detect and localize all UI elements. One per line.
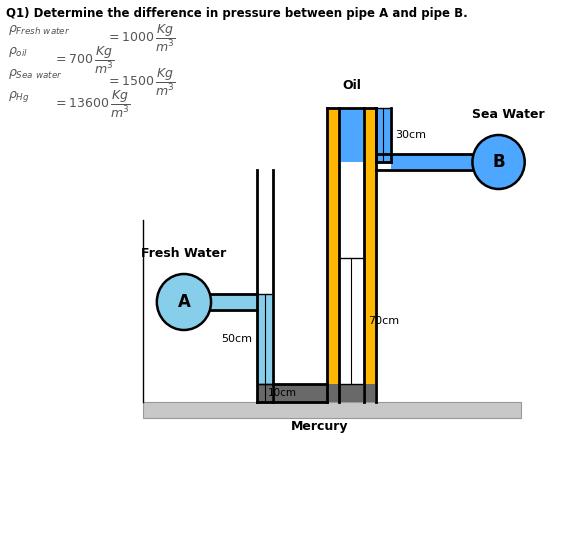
Text: $= 13600\,\dfrac{Kg}{m^3}$: $= 13600\,\dfrac{Kg}{m^3}$ bbox=[53, 89, 131, 120]
Text: 30cm: 30cm bbox=[395, 130, 426, 140]
Text: $= 1000\,\dfrac{Kg}{m^3}$: $= 1000\,\dfrac{Kg}{m^3}$ bbox=[106, 23, 176, 54]
Bar bbox=[258, 294, 272, 384]
Bar bbox=[365, 384, 375, 402]
Text: Q1) Determine the difference in pressure between pipe A and pipe B.: Q1) Determine the difference in pressure… bbox=[6, 7, 468, 20]
Text: 50cm: 50cm bbox=[221, 334, 251, 344]
Bar bbox=[364, 120, 376, 384]
Bar bbox=[273, 384, 327, 402]
Bar bbox=[258, 384, 272, 402]
Bar bbox=[391, 155, 475, 169]
Circle shape bbox=[157, 274, 211, 330]
Bar bbox=[340, 384, 363, 402]
Text: Fresh Water: Fresh Water bbox=[141, 247, 227, 260]
Text: Mercury: Mercury bbox=[291, 420, 349, 433]
Bar bbox=[327, 108, 376, 120]
Text: Sea Water: Sea Water bbox=[472, 108, 544, 121]
Text: $= 700\,\dfrac{Kg}{m^3}$: $= 700\,\dfrac{Kg}{m^3}$ bbox=[53, 45, 115, 76]
Text: $\rho_{Sea\ water}$: $\rho_{Sea\ water}$ bbox=[8, 67, 62, 81]
Bar bbox=[377, 108, 390, 162]
Text: B: B bbox=[492, 153, 505, 171]
Text: $\rho_{oil}$: $\rho_{oil}$ bbox=[8, 45, 28, 59]
Bar bbox=[340, 108, 363, 162]
Text: $\rho_{Hg}$: $\rho_{Hg}$ bbox=[8, 89, 29, 104]
Text: $\rho_{Fresh\ water}$: $\rho_{Fresh\ water}$ bbox=[8, 23, 70, 37]
Text: Oil: Oil bbox=[342, 79, 361, 92]
Bar bbox=[143, 402, 521, 418]
Text: $= 1500\,\dfrac{Kg}{m^3}$: $= 1500\,\dfrac{Kg}{m^3}$ bbox=[106, 67, 176, 98]
Text: 10cm: 10cm bbox=[268, 388, 297, 398]
Circle shape bbox=[472, 135, 525, 189]
Bar bbox=[206, 295, 257, 309]
Bar bbox=[327, 120, 339, 384]
Text: A: A bbox=[177, 293, 190, 311]
Bar bbox=[328, 384, 339, 402]
Text: 70cm: 70cm bbox=[368, 316, 399, 326]
